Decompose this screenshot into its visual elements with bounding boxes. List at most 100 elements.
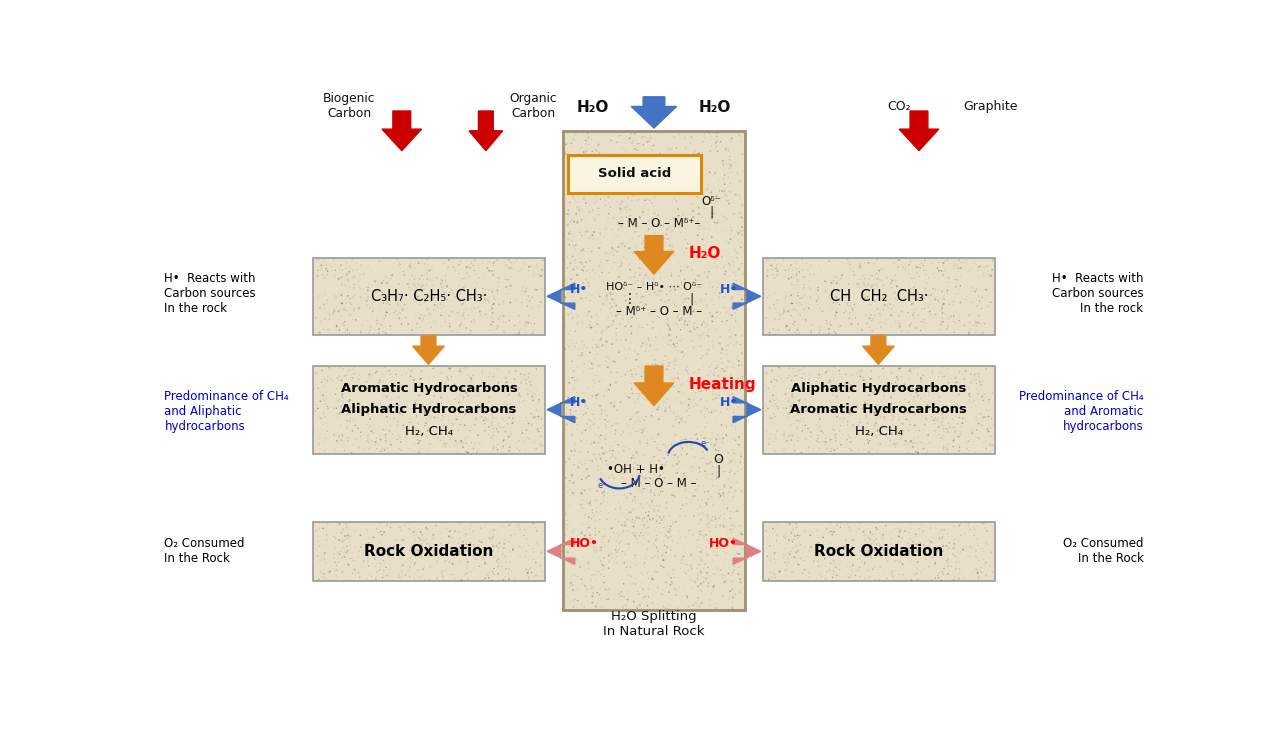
Point <box>434 438 454 450</box>
Point <box>619 415 639 427</box>
Point <box>732 371 753 383</box>
Point <box>877 403 897 414</box>
Point <box>806 383 827 395</box>
Point <box>713 532 734 544</box>
Point <box>703 499 723 511</box>
Point <box>517 378 537 389</box>
Point <box>931 408 952 420</box>
Point <box>644 200 665 212</box>
Point <box>431 542 452 553</box>
Point <box>854 400 874 411</box>
Point <box>892 428 912 440</box>
Point <box>674 434 694 445</box>
Point <box>584 369 605 381</box>
Point <box>514 394 535 406</box>
Point <box>726 304 746 316</box>
Point <box>464 420 485 431</box>
Point <box>583 510 604 522</box>
Point <box>627 446 647 458</box>
Point <box>920 523 940 534</box>
Point <box>612 520 633 531</box>
Point <box>829 425 850 437</box>
Point <box>330 528 351 539</box>
Point <box>884 523 905 535</box>
Point <box>607 546 628 558</box>
Point <box>472 368 493 380</box>
Point <box>721 224 741 236</box>
Point <box>808 408 828 420</box>
Point <box>499 263 519 275</box>
Point <box>438 374 458 386</box>
Point <box>909 539 929 551</box>
Point <box>931 311 952 322</box>
Point <box>572 350 592 361</box>
Point <box>630 438 651 450</box>
Point <box>394 400 415 411</box>
Point <box>578 155 598 166</box>
Point <box>413 374 434 386</box>
Point <box>426 542 447 553</box>
Point <box>586 195 606 207</box>
Point <box>667 344 688 356</box>
Point <box>518 385 538 397</box>
Point <box>376 391 397 403</box>
Point <box>906 437 926 449</box>
Point <box>339 266 360 277</box>
Point <box>609 532 629 544</box>
Point <box>718 447 739 459</box>
Point <box>804 269 824 280</box>
FancyArrow shape <box>547 397 575 422</box>
Point <box>595 298 615 310</box>
Point <box>911 292 931 304</box>
Point <box>759 540 780 552</box>
Point <box>573 367 593 378</box>
Point <box>313 323 333 335</box>
Point <box>653 166 674 178</box>
Point <box>574 163 595 174</box>
Point <box>621 137 642 149</box>
Text: H•: H• <box>720 283 738 296</box>
Point <box>647 277 667 289</box>
Point <box>649 445 670 456</box>
Point <box>676 149 697 160</box>
Point <box>666 196 686 208</box>
Point <box>712 382 732 394</box>
Point <box>633 448 653 460</box>
Point <box>567 201 587 213</box>
Point <box>592 456 612 467</box>
Point <box>595 540 615 552</box>
Point <box>653 553 674 565</box>
Point <box>723 447 744 459</box>
Point <box>351 526 371 537</box>
Point <box>388 400 408 411</box>
Point <box>366 523 387 535</box>
Point <box>667 318 688 330</box>
Point <box>369 255 389 267</box>
Point <box>387 420 407 431</box>
Point <box>572 230 592 241</box>
Point <box>847 429 868 441</box>
Point <box>689 534 709 545</box>
Point <box>575 266 596 277</box>
Point <box>350 399 370 411</box>
Point <box>332 388 352 400</box>
Point <box>629 194 649 205</box>
Point <box>420 316 440 328</box>
Point <box>868 424 888 436</box>
Point <box>518 371 538 383</box>
Point <box>398 364 419 375</box>
Point <box>618 594 638 606</box>
Point <box>578 209 598 221</box>
Point <box>591 173 611 185</box>
Point <box>614 180 634 191</box>
Point <box>620 378 641 389</box>
Point <box>826 271 846 283</box>
Point <box>694 468 715 480</box>
Point <box>801 561 822 573</box>
Point <box>644 451 665 463</box>
Point <box>606 300 627 311</box>
Point <box>568 197 588 208</box>
Point <box>722 567 743 578</box>
Point <box>628 537 648 548</box>
Point <box>786 365 806 377</box>
